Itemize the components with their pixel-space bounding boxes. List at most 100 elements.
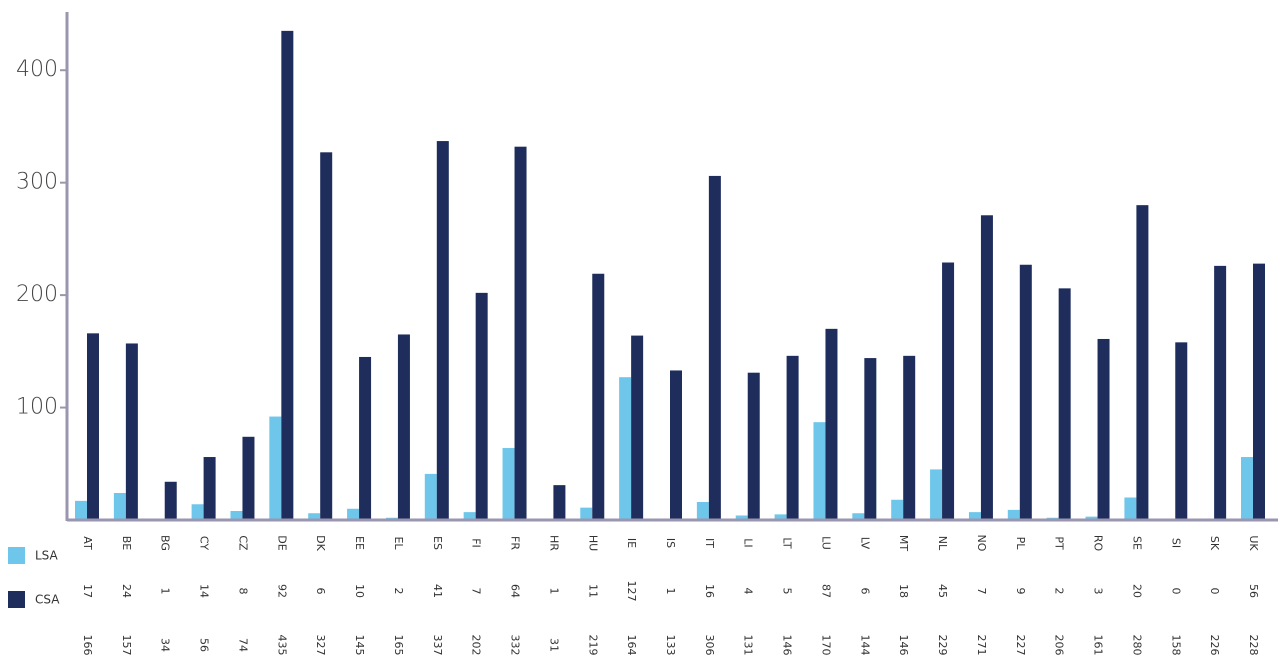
- bar: [230, 511, 243, 520]
- bar: [631, 335, 644, 520]
- bar: [696, 502, 709, 520]
- table-value: 7: [975, 588, 988, 595]
- table-value: 206: [1053, 635, 1066, 656]
- x-tick-label: NL: [936, 536, 949, 551]
- table-value: 87: [819, 584, 832, 598]
- table-value: 271: [975, 635, 988, 656]
- x-tick-label: IT: [703, 538, 716, 548]
- table-value: 337: [431, 635, 444, 656]
- table-value: 161: [1092, 635, 1105, 656]
- table-value: 56: [1247, 584, 1260, 598]
- table-value: 0: [1169, 588, 1182, 595]
- table-value: 133: [664, 635, 677, 656]
- table-value: 229: [936, 635, 949, 656]
- table-value: 170: [819, 635, 832, 656]
- bar: [87, 333, 99, 520]
- bar: [619, 377, 632, 520]
- table-value: 435: [275, 635, 288, 656]
- table-value: 41: [431, 584, 444, 598]
- x-tick-label: DE: [275, 535, 288, 550]
- x-tick-label: MT: [897, 535, 910, 551]
- table-value: 306: [703, 635, 716, 656]
- table-value: 24: [120, 584, 133, 598]
- table-value: 56: [198, 638, 211, 652]
- x-tick-label: IE: [625, 538, 638, 548]
- bar: [774, 514, 787, 520]
- table-value: 166: [81, 635, 94, 656]
- table-value: 164: [625, 635, 638, 656]
- bar: [786, 355, 799, 520]
- table-value: 332: [509, 635, 522, 656]
- x-tick-label: LV: [858, 537, 871, 550]
- bar: [1124, 497, 1137, 520]
- table-value: 226: [1208, 635, 1221, 656]
- bar: [1097, 338, 1110, 520]
- bar: [942, 262, 955, 520]
- bar: [747, 372, 760, 520]
- table-value: 6: [314, 588, 327, 595]
- table-value: 202: [470, 635, 483, 656]
- bar: [580, 507, 593, 520]
- table-value: 31: [547, 638, 560, 652]
- table-value: 1: [159, 588, 172, 595]
- table-value: 17: [81, 584, 94, 598]
- x-tick-label: FI: [470, 538, 483, 548]
- x-tick-label: UK: [1247, 535, 1260, 551]
- bar: [502, 448, 515, 520]
- bar: [424, 473, 437, 520]
- table-value: 127: [625, 581, 638, 602]
- table-value: 7: [470, 588, 483, 595]
- bar: [825, 328, 838, 520]
- table-value: 18: [897, 584, 910, 598]
- x-tick-label: DK: [314, 535, 327, 551]
- y-tick-label: 200: [16, 282, 58, 307]
- bar: [347, 508, 360, 520]
- table-value: 131: [742, 635, 755, 656]
- x-tick-label: PT: [1053, 536, 1066, 550]
- y-tick-label: 400: [16, 57, 58, 82]
- bar: [203, 457, 216, 520]
- table-value: 157: [120, 635, 133, 656]
- bar: [269, 416, 282, 520]
- table-value: 45: [936, 584, 949, 598]
- table-value: 5: [781, 588, 794, 595]
- bar: [164, 481, 177, 520]
- x-tick-label: EL: [392, 536, 405, 550]
- x-tick-label: RO: [1092, 535, 1105, 552]
- table-value: 2: [1053, 588, 1066, 595]
- table-value: 145: [353, 635, 366, 656]
- table-value: 11: [586, 584, 599, 598]
- table-value: 227: [1014, 634, 1027, 655]
- x-tick-label: EE: [353, 536, 366, 550]
- table-value: 92: [275, 584, 288, 598]
- bar: [359, 356, 372, 520]
- x-tick-label: PL: [1014, 537, 1027, 551]
- bar: [1085, 516, 1098, 520]
- bar: [553, 485, 566, 520]
- table-value: 144: [858, 635, 871, 656]
- table-value: 327: [314, 635, 327, 656]
- x-tick-label: CZ: [236, 535, 249, 551]
- bar: [903, 355, 916, 520]
- table-value: 165: [392, 635, 405, 656]
- bar: [1019, 264, 1032, 520]
- bar: [980, 215, 993, 520]
- bar: [1214, 265, 1227, 520]
- table-value: 2: [392, 588, 405, 595]
- table-value: 10: [353, 584, 366, 598]
- table-value: 280: [1130, 635, 1143, 656]
- bar: [968, 512, 981, 520]
- x-tick-label: LT: [781, 537, 794, 549]
- legend-label: CSA: [35, 593, 60, 607]
- bar: [852, 513, 865, 520]
- table-value: 0: [1208, 588, 1221, 595]
- bar: [191, 504, 204, 520]
- bar: [308, 513, 321, 520]
- x-tick-label: HR: [547, 535, 560, 551]
- bar: [320, 152, 333, 520]
- x-tick-label: BG: [159, 535, 172, 551]
- bar: [708, 175, 721, 521]
- bar: [125, 343, 138, 520]
- x-tick-label: BE: [120, 536, 133, 551]
